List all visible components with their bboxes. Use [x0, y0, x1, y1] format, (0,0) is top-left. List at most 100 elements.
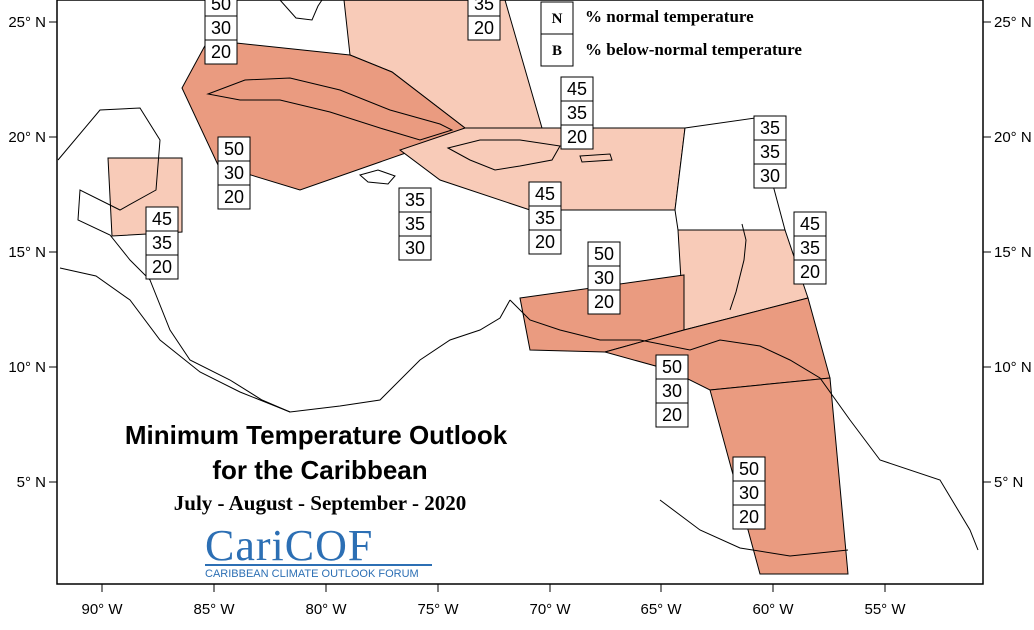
prob-value: 30: [739, 483, 759, 503]
y-tick-label-right: 5° N: [994, 474, 1023, 491]
prob-value: 35: [535, 208, 555, 228]
coast-hispaniola: [446, 139, 561, 171]
prob-value: 35: [567, 103, 587, 123]
y-tick-label-left: 25° N: [8, 14, 46, 31]
x-tick-label: 70° W: [529, 601, 571, 618]
prob-value: 50: [662, 357, 682, 377]
prob-box-windward: 45 35 20: [793, 211, 827, 285]
prob-value: 50: [224, 139, 244, 159]
prob-value: 45: [800, 214, 820, 234]
prob-value: 45: [152, 209, 172, 229]
logo-wordmark: CariCOF: [205, 521, 373, 570]
prob-value: 20: [567, 127, 587, 147]
prob-value: 30: [405, 238, 425, 258]
x-tick-label: 55° W: [864, 601, 906, 618]
coast-florida: [279, 0, 323, 21]
prob-value: 35: [152, 233, 172, 253]
prob-value: 45: [535, 184, 555, 204]
map-title-line1: Minimum Temperature Outlook: [125, 420, 508, 450]
prob-cell: [732, 480, 766, 506]
prob-box-bahamas-west: 50 30 20: [204, 0, 238, 65]
prob-cell: [587, 241, 621, 267]
prob-value: 20: [211, 42, 231, 62]
prob-cell: [145, 254, 179, 280]
coast-south-america-interior: [659, 499, 849, 557]
y-tick-label-left: 10° N: [8, 359, 46, 376]
prob-value: 20: [224, 187, 244, 207]
prob-cell: [217, 160, 251, 186]
prob-cell: [655, 378, 689, 404]
prob-cell: [753, 139, 787, 165]
y-tick-label-right: 15° N: [994, 244, 1032, 261]
prob-cell: [587, 265, 621, 291]
y-tick-label-left: 5° N: [17, 474, 46, 491]
map-frame: [56, 0, 984, 585]
prob-box-abc: 50 30 20: [587, 241, 621, 315]
prob-value: 20: [739, 507, 759, 527]
prob-value: 20: [594, 292, 614, 312]
prob-value: 35: [405, 190, 425, 210]
prob-cell: [587, 289, 621, 315]
x-tick-label: 85° W: [193, 601, 235, 618]
prob-box-hispaniola: 45 35 20: [528, 181, 562, 255]
prob-value: 20: [800, 262, 820, 282]
prob-value: 20: [535, 232, 555, 252]
prob-value: 50: [594, 244, 614, 264]
map-title-line2: for the Caribbean: [212, 455, 427, 485]
prob-value: 30: [594, 268, 614, 288]
prob-cell: [204, 39, 238, 65]
prob-cell: [560, 124, 594, 150]
prob-box-cuba: 50 30 20: [217, 136, 251, 210]
prob-cell: [655, 402, 689, 428]
prob-cell: [793, 211, 827, 237]
prob-cell: [528, 229, 562, 255]
zone-guianas: [709, 377, 849, 575]
prob-value: 50: [211, 0, 231, 14]
prob-cell: [655, 354, 689, 380]
prob-cell: [398, 211, 432, 237]
coast-lesser-antilles: [729, 223, 747, 311]
caricof-logo: CariCOF CARIBBEAN CLIMATE OUTLOOK FORUM: [205, 521, 432, 580]
prob-box-belize: 45 35 20: [145, 206, 179, 280]
prob-cell: [398, 187, 432, 213]
coast-central-america: [59, 267, 511, 413]
coast-cuba: [206, 77, 454, 141]
y-tick-label-left: 20° N: [8, 129, 46, 146]
x-axis-ticks: 90° W 85° W 80° W 75° W 70° W 65° W 60° W 55° W: [81, 584, 906, 618]
y-tick-label-right: 20° N: [994, 129, 1032, 146]
prob-value: 30: [662, 381, 682, 401]
prob-box-trinidad: 50 30 20: [655, 354, 689, 428]
prob-value: 35: [760, 142, 780, 162]
legend-key-below: B: [552, 43, 562, 59]
prob-cell: [204, 15, 238, 41]
logo-subtitle: CARIBBEAN CLIMATE OUTLOOK FORUM: [205, 568, 419, 580]
coast-yucatan: [57, 107, 291, 413]
prob-value: 20: [152, 257, 172, 277]
y-tick-label-left: 15° N: [8, 244, 46, 261]
prob-cell: [753, 115, 787, 141]
prob-box-guianas: 50 30 20: [732, 456, 766, 530]
prob-value: 35: [800, 238, 820, 258]
prob-value: 50: [739, 459, 759, 479]
prob-cell: [793, 259, 827, 285]
legend-key-normal: N: [552, 11, 563, 27]
x-tick-label: 65° W: [640, 601, 682, 618]
prob-value: 30: [211, 18, 231, 38]
legend: N % normal temperature B % below-normal …: [540, 1, 802, 67]
prob-value: 30: [224, 163, 244, 183]
prob-box-jamaica: 35 35 30: [398, 187, 432, 261]
prob-value: 35: [760, 118, 780, 138]
prob-box-leeward: 35 35 30: [753, 115, 787, 189]
legend-label-below: % below-normal temperature: [585, 40, 802, 59]
prob-cell: [145, 230, 179, 256]
x-tick-label: 75° W: [417, 601, 459, 618]
y-tick-label-right: 10° N: [994, 359, 1032, 376]
prob-cell: [467, 15, 501, 41]
coast-venezuela: [509, 299, 979, 551]
legend-label-normal: % normal temperature: [585, 7, 754, 26]
prob-value: 20: [474, 18, 494, 38]
